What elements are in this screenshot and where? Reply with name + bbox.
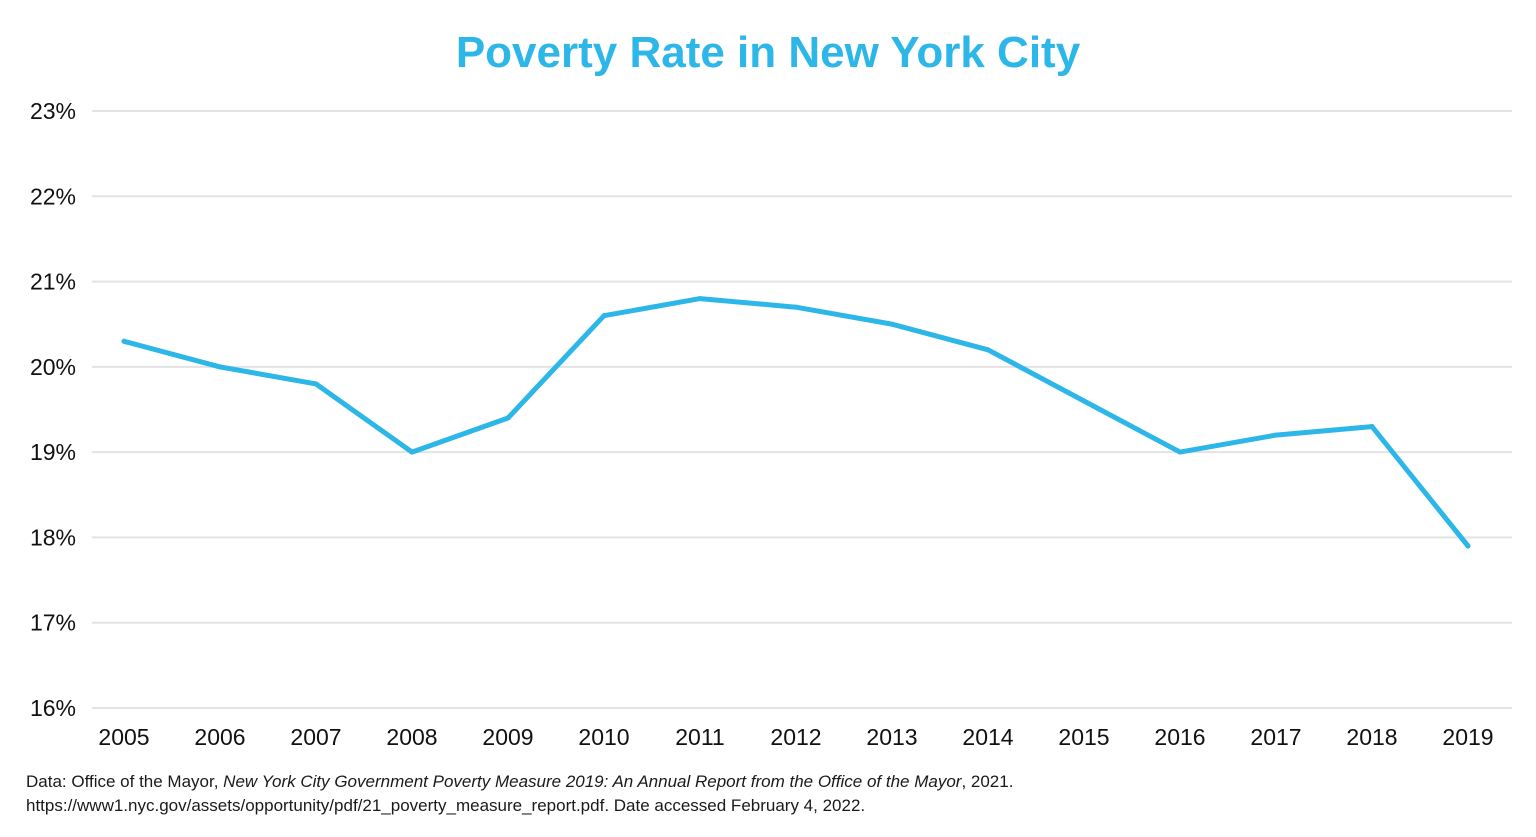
source-suffix: , 2021.: [961, 772, 1014, 791]
data-point-2007: [313, 381, 319, 387]
x-tick-label: 2017: [1250, 724, 1301, 750]
x-axis-tick-labels: 2005 2006 2007 2008 2009 2010 2011 2012 2013 2014…: [98, 724, 1493, 750]
data-point-2015: [1081, 398, 1087, 404]
y-axis-tick-labels: 16% 17% 18% 19% 20% 21% 22% 23%: [30, 98, 76, 721]
x-tick-label: 2012: [770, 724, 821, 750]
source-line-2: https://www1.nyc.gov/assets/opportunity/…: [26, 796, 866, 815]
x-tick-label: 2005: [98, 724, 149, 750]
data-point-2013: [889, 321, 895, 327]
series-line-0: [121, 296, 1471, 549]
source-note: Data: Office of the Mayor, New York City…: [26, 770, 1506, 818]
data-point-2010: [601, 313, 607, 319]
x-tick-label: 2009: [482, 724, 533, 750]
gridlines: [92, 110, 1512, 709]
x-tick-label: 2018: [1346, 724, 1397, 750]
data-point-2011: [697, 296, 703, 302]
x-tick-label: 2008: [386, 724, 437, 750]
y-tick-label: 19%: [30, 439, 76, 465]
x-tick-label: 2006: [194, 724, 245, 750]
x-tick-label: 2013: [866, 724, 917, 750]
series-layer: [121, 296, 1471, 549]
source-line-1: Data: Office of the Mayor, New York City…: [26, 770, 1506, 794]
data-point-2006: [217, 364, 223, 370]
x-tick-label: 2010: [578, 724, 629, 750]
y-tick-label: 16%: [30, 695, 76, 721]
y-tick-label: 18%: [30, 524, 76, 550]
source-report-title: New York City Government Poverty Measure…: [223, 772, 962, 791]
x-tick-label: 2015: [1058, 724, 1109, 750]
x-tick-label: 2007: [290, 724, 341, 750]
x-tick-label: 2011: [675, 724, 724, 750]
data-point-2014: [985, 347, 991, 353]
data-point-2005: [121, 338, 127, 344]
data-point-2012: [793, 304, 799, 310]
chart-title: Poverty Rate in New York City: [455, 28, 1081, 77]
data-point-2019: [1465, 543, 1471, 549]
data-point-2009: [505, 415, 511, 421]
data-point-2018: [1369, 424, 1375, 430]
y-tick-label: 23%: [30, 98, 76, 124]
x-tick-label: 2016: [1154, 724, 1205, 750]
y-tick-label: 17%: [30, 610, 76, 636]
source-prefix: Data: Office of the Mayor,: [26, 772, 224, 791]
y-tick-label: 22%: [30, 183, 76, 209]
x-tick-label: 2019: [1442, 724, 1493, 750]
y-tick-label: 21%: [30, 269, 76, 295]
data-point-2016: [1177, 449, 1183, 455]
x-tick-label: 2014: [962, 724, 1013, 750]
data-point-2017: [1273, 432, 1279, 438]
y-tick-label: 20%: [30, 354, 76, 380]
data-point-2008: [409, 449, 415, 455]
